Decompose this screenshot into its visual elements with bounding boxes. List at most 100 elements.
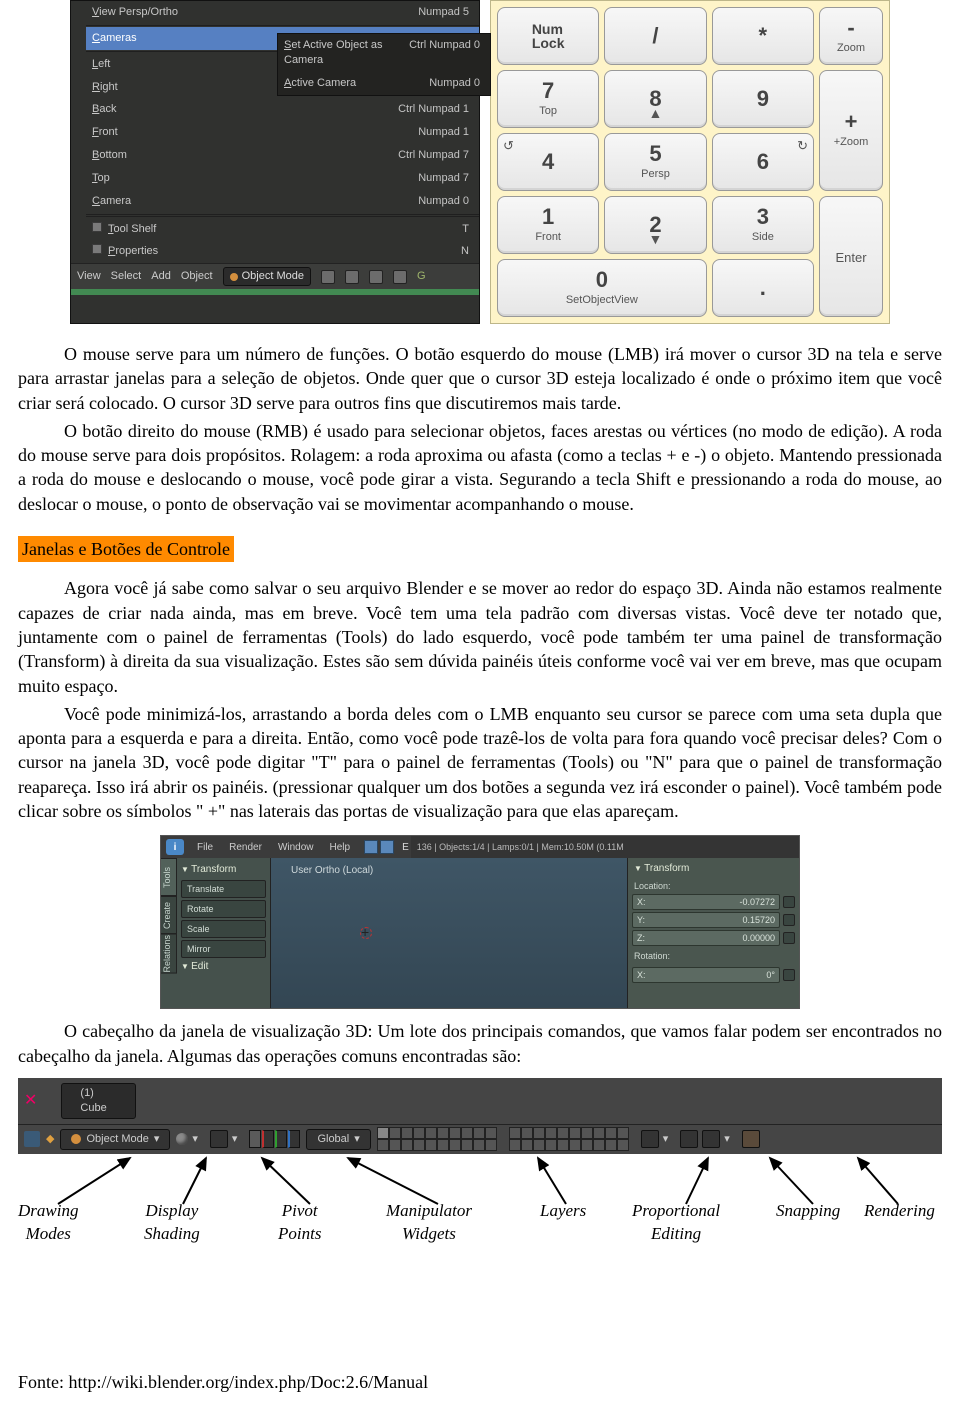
- layer-cell[interactable]: [485, 1139, 497, 1151]
- lock-icon[interactable]: [783, 914, 795, 926]
- layer-cell[interactable]: [401, 1127, 413, 1139]
- pivot-icon[interactable]: [210, 1130, 228, 1148]
- layer-cell[interactable]: [425, 1139, 437, 1151]
- menu-add[interactable]: Add: [151, 269, 171, 284]
- layer-cell[interactable]: [617, 1139, 629, 1151]
- layer-cell[interactable]: [617, 1127, 629, 1139]
- layer-cell[interactable]: [377, 1127, 389, 1139]
- layer-cell[interactable]: [389, 1127, 401, 1139]
- menu-object[interactable]: Object: [181, 269, 213, 284]
- layer-cell[interactable]: [461, 1139, 473, 1151]
- layer-cell[interactable]: [605, 1139, 617, 1151]
- layer-cell[interactable]: [593, 1139, 605, 1151]
- view-menu-panel: View Persp/OrthoNumpad 5Cameras▸LeftCtrl…: [70, 0, 480, 324]
- edit-header[interactable]: Edit: [181, 960, 266, 974]
- manipulator-widgets[interactable]: [249, 1130, 300, 1148]
- layer-cell[interactable]: [461, 1127, 473, 1139]
- menu-item[interactable]: CameraNumpad 0: [86, 190, 479, 213]
- tab-tools[interactable]: Tools: [161, 858, 177, 896]
- loc-x[interactable]: X:-0.07272: [632, 894, 780, 910]
- layer-cell[interactable]: [605, 1127, 617, 1139]
- menu-select[interactable]: Select: [111, 269, 142, 284]
- layer-cell[interactable]: [557, 1127, 569, 1139]
- layer-cell[interactable]: [389, 1139, 401, 1151]
- loc-z[interactable]: Z:0.00000: [632, 930, 780, 946]
- transform-header[interactable]: Transform: [181, 863, 266, 877]
- expand-icon[interactable]: ◆: [46, 1132, 54, 1147]
- layer-cell[interactable]: [449, 1139, 461, 1151]
- menu-item[interactable]: BottomCtrl Numpad 7: [86, 144, 479, 167]
- render-icon[interactable]: [742, 1130, 760, 1148]
- layer-cell[interactable]: [545, 1139, 557, 1151]
- tab-create[interactable]: Create: [161, 896, 177, 934]
- menu-file[interactable]: File: [189, 841, 221, 855]
- layer-cell[interactable]: [413, 1139, 425, 1151]
- layer-cell[interactable]: [473, 1139, 485, 1151]
- snap-icon[interactable]: [680, 1130, 698, 1148]
- layer-cell[interactable]: [401, 1139, 413, 1151]
- layer-cell[interactable]: [449, 1127, 461, 1139]
- layer-cell[interactable]: [545, 1127, 557, 1139]
- menu-window[interactable]: Window: [270, 841, 322, 855]
- transform-header[interactable]: Transform: [634, 862, 793, 876]
- rotate-button[interactable]: Rotate: [181, 900, 266, 918]
- figure-panels: i File Render Window Help E 136 | Object…: [18, 835, 942, 1009]
- lock-icon[interactable]: [783, 969, 795, 981]
- key-9: 9: [712, 70, 814, 128]
- header-icon[interactable]: [321, 270, 335, 284]
- layer-cell[interactable]: [377, 1139, 389, 1151]
- viewport-3d[interactable]: User Ortho (Local): [271, 858, 627, 1008]
- paragraph: O mouse serve para um número de funções.…: [18, 342, 942, 415]
- scale-button[interactable]: Scale: [181, 920, 266, 938]
- layer-cell[interactable]: [557, 1139, 569, 1151]
- layer-cell[interactable]: [569, 1127, 581, 1139]
- editor-type-icon[interactable]: [24, 1131, 40, 1147]
- menu-item[interactable]: TopNumpad 7: [86, 167, 479, 190]
- orientation-dropdown[interactable]: Global▾: [306, 1129, 370, 1150]
- mode-dropdown[interactable]: Object Mode: [223, 267, 311, 286]
- layout-icons[interactable]: [364, 840, 394, 854]
- layer-cell[interactable]: [473, 1127, 485, 1139]
- menu-item[interactable]: PropertiesN: [86, 240, 479, 263]
- shading-icon[interactable]: [176, 1133, 188, 1145]
- header-icon[interactable]: [393, 270, 407, 284]
- layer-cell[interactable]: [425, 1127, 437, 1139]
- layer-cell[interactable]: [533, 1127, 545, 1139]
- layer-cell[interactable]: [581, 1139, 593, 1151]
- layer-cell[interactable]: [569, 1139, 581, 1151]
- header-icon[interactable]: [369, 270, 383, 284]
- menu-item[interactable]: BackCtrl Numpad 1: [86, 98, 479, 121]
- layer-cell[interactable]: [521, 1127, 533, 1139]
- menu-render[interactable]: Render: [221, 841, 270, 855]
- mode-dropdown[interactable]: Object Mode▾: [60, 1129, 170, 1150]
- menu-view[interactable]: View: [77, 269, 101, 284]
- translate-button[interactable]: Translate: [181, 880, 266, 898]
- menu-item[interactable]: FrontNumpad 1: [86, 121, 479, 144]
- layer-cell[interactable]: [581, 1127, 593, 1139]
- layer-cell[interactable]: [521, 1139, 533, 1151]
- layer-cell[interactable]: [485, 1127, 497, 1139]
- menu-item[interactable]: Active CameraNumpad 0: [278, 72, 490, 95]
- snap-type-icon[interactable]: [702, 1130, 720, 1148]
- menu-help[interactable]: Help: [322, 841, 359, 855]
- layer-cell[interactable]: [437, 1139, 449, 1151]
- layer-cell[interactable]: [437, 1127, 449, 1139]
- menu-item[interactable]: Set Active Object as CameraCtrl Numpad 0: [278, 34, 490, 72]
- proportional-icon[interactable]: [641, 1130, 659, 1148]
- lock-icon[interactable]: [783, 896, 795, 908]
- rot-x[interactable]: X:0°: [632, 967, 780, 983]
- layer-cell[interactable]: [593, 1127, 605, 1139]
- layer-cell[interactable]: [413, 1127, 425, 1139]
- lock-icon[interactable]: [783, 932, 795, 944]
- layers-widget[interactable]: [377, 1127, 629, 1151]
- info-icon[interactable]: i: [166, 839, 184, 855]
- layer-cell[interactable]: [509, 1127, 521, 1139]
- mirror-button[interactable]: Mirror: [181, 940, 266, 958]
- loc-y[interactable]: Y:0.15720: [632, 912, 780, 928]
- header-icon[interactable]: [345, 270, 359, 284]
- layer-cell[interactable]: [533, 1139, 545, 1151]
- menu-item[interactable]: Tool ShelfT: [86, 218, 479, 241]
- tab-relations[interactable]: Relations: [161, 934, 177, 974]
- menu-item[interactable]: View Persp/OrthoNumpad 5: [86, 1, 479, 24]
- layer-cell[interactable]: [509, 1139, 521, 1151]
